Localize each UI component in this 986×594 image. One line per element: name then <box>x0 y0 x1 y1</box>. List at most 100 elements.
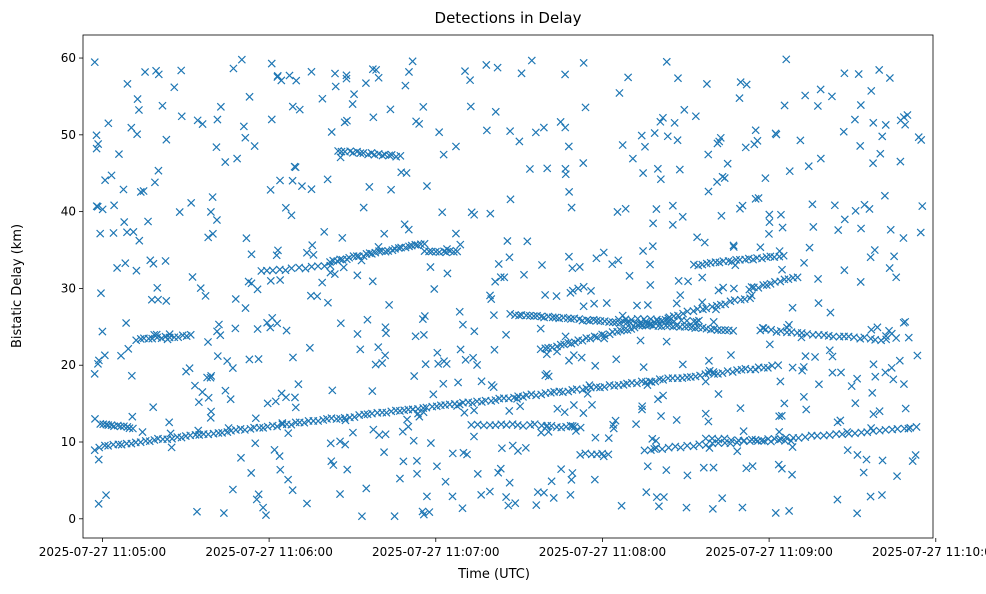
detection-point <box>704 356 713 365</box>
detection-point <box>123 79 132 88</box>
detection-point <box>125 424 134 433</box>
detection-point <box>170 333 179 342</box>
detection-point <box>250 142 259 151</box>
detection-point <box>448 449 457 458</box>
detection-point <box>659 375 668 384</box>
detection-point <box>402 168 411 177</box>
detection-point <box>221 386 230 395</box>
detection-point <box>409 436 418 445</box>
detection-point <box>387 150 396 159</box>
detection-point <box>736 78 745 87</box>
detection-point <box>287 264 296 273</box>
detection-point <box>460 67 470 76</box>
detection-point <box>754 283 763 292</box>
detection-point <box>612 355 621 364</box>
detection-point <box>128 424 137 433</box>
detection-point <box>611 416 620 425</box>
detection-point <box>460 408 469 417</box>
detection-point <box>867 325 876 334</box>
detection-point <box>701 434 710 443</box>
detection-point <box>689 307 698 316</box>
detection-point <box>568 468 577 478</box>
detection-point <box>387 185 396 194</box>
detection-point <box>889 375 898 384</box>
detection-point <box>701 377 710 386</box>
detection-point <box>833 418 842 427</box>
detection-point <box>147 295 156 304</box>
detection-point <box>754 194 763 203</box>
detection-point <box>198 120 207 129</box>
detection-point <box>826 308 835 317</box>
detection-point <box>636 336 645 345</box>
detection-point <box>813 431 822 440</box>
detection-point <box>866 253 875 262</box>
detection-point <box>632 379 641 388</box>
detection-point <box>911 450 920 460</box>
detection-point <box>780 399 789 408</box>
detection-point <box>639 363 648 372</box>
detection-point <box>628 154 637 163</box>
detection-point <box>801 352 810 361</box>
detection-point <box>579 282 588 291</box>
detection-point <box>620 325 629 334</box>
detection-point <box>201 291 210 300</box>
detection-point <box>516 402 525 411</box>
detection-point <box>797 333 806 342</box>
detection-point <box>177 66 186 75</box>
detection-point <box>467 208 476 217</box>
detection-point <box>395 474 404 483</box>
detection-point <box>683 307 692 316</box>
detection-point <box>887 363 896 372</box>
detection-point <box>404 67 413 76</box>
detection-point <box>800 258 809 267</box>
detection-point <box>163 335 172 344</box>
detection-point <box>496 273 505 282</box>
detection-point <box>876 149 885 158</box>
detection-point <box>288 176 297 185</box>
detection-point <box>309 250 318 259</box>
detection-point <box>899 380 908 389</box>
detection-point <box>368 387 377 396</box>
detection-point <box>477 377 486 386</box>
detection-point <box>204 233 213 242</box>
detection-point <box>741 143 750 152</box>
detection-point <box>341 416 350 425</box>
detection-point <box>853 509 862 518</box>
detection-point <box>646 260 655 269</box>
detection-point <box>893 424 902 433</box>
detection-point <box>494 259 503 268</box>
detection-point <box>466 102 475 111</box>
detection-point <box>748 462 757 471</box>
detection-point <box>602 299 611 308</box>
detection-point <box>590 475 599 484</box>
detection-point <box>381 351 390 360</box>
detection-point <box>549 493 558 502</box>
detection-point <box>270 445 279 454</box>
detection-point <box>336 153 345 162</box>
detection-point <box>170 83 179 92</box>
detection-point <box>350 413 359 422</box>
detection-point <box>496 464 505 473</box>
detection-point <box>778 223 787 232</box>
detection-point <box>881 368 890 377</box>
detection-point <box>788 470 797 479</box>
detection-point <box>723 159 732 168</box>
detection-point <box>695 440 704 449</box>
detection-point <box>918 202 927 211</box>
detection-point <box>899 234 908 243</box>
detection-point <box>203 337 213 346</box>
detection-point <box>284 475 293 484</box>
detection-point <box>721 300 730 309</box>
detection-point <box>136 334 145 343</box>
detection-point <box>432 462 441 471</box>
detection-point <box>627 315 636 324</box>
detection-point <box>578 336 587 345</box>
detection-point <box>281 203 290 212</box>
detection-point <box>404 225 413 234</box>
detection-point <box>513 446 522 455</box>
detection-point <box>908 457 917 466</box>
detection-point <box>567 203 576 212</box>
detection-point <box>117 440 126 449</box>
detection-point <box>698 273 707 282</box>
detection-point <box>541 290 550 299</box>
